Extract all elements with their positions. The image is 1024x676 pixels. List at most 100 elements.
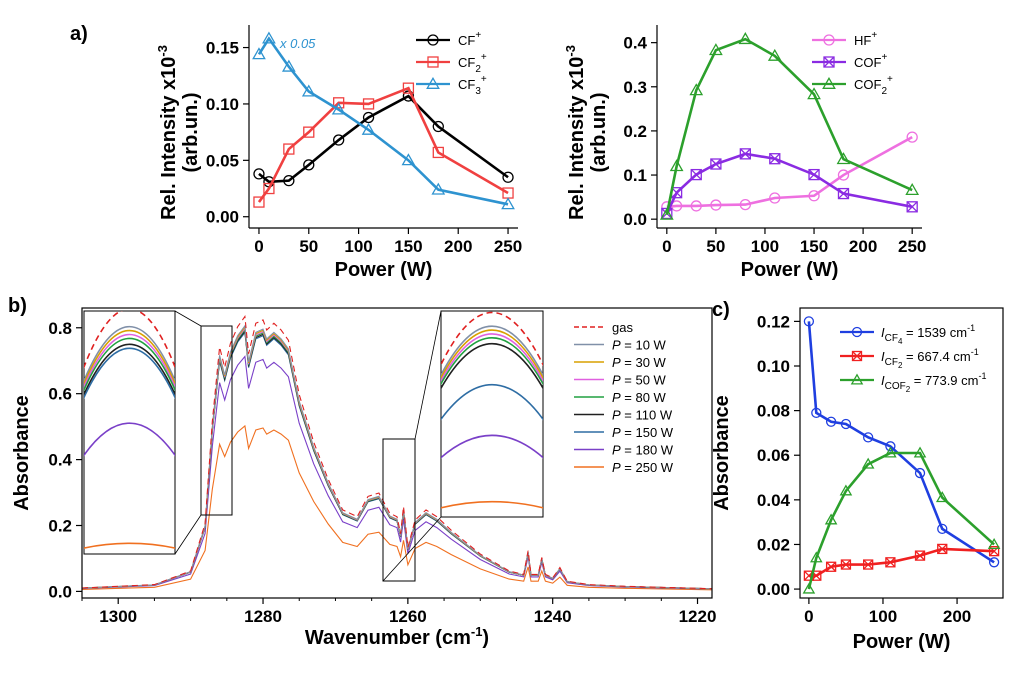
- data-point: [767, 48, 782, 61]
- data-point: [914, 550, 926, 561]
- data-point: [861, 457, 875, 469]
- legend-label: P = 150 W: [612, 425, 674, 440]
- data-point: [769, 192, 781, 204]
- inset-frame: [440, 310, 544, 518]
- legend-item: CF3+: [416, 74, 487, 97]
- data-point: [811, 407, 822, 418]
- inset-curve: [441, 434, 543, 459]
- inset-curve: [441, 342, 543, 391]
- data-point: [690, 168, 702, 181]
- data-point: [937, 523, 948, 534]
- x-tick-label: 1260: [389, 607, 427, 626]
- legend-item: ICF2 = 667.4 cm-1: [840, 347, 979, 370]
- y-tick-label: 0.2: [48, 517, 72, 536]
- legend-marker: [427, 34, 439, 46]
- y-tick-label: 0.15: [206, 39, 239, 58]
- legend-item: gas: [574, 320, 633, 335]
- chart-b: 1300 1280 1260 1240 1220 0.0 0.2 0.4 0.6 0.8 Waven…: [11, 307, 716, 649]
- x-axis-title: Power (W): [853, 631, 951, 653]
- data-point: [836, 152, 851, 165]
- data-point: [988, 557, 1000, 568]
- y-tick-label: 0.2: [623, 122, 647, 141]
- data-point: [689, 83, 704, 96]
- inset-curve: [84, 333, 175, 389]
- inset-right: [440, 310, 544, 518]
- y-tick-label: 0.06: [757, 446, 790, 465]
- legend-item: CF+: [416, 30, 481, 48]
- y-tick-label: 0.1: [623, 166, 647, 185]
- data-point: [432, 146, 444, 159]
- y-tick-label: 0.10: [206, 95, 239, 114]
- data-point: [253, 168, 265, 180]
- inset-curve: [441, 329, 543, 380]
- legend-marker: [426, 76, 440, 89]
- legend-item: P = 250 W: [574, 460, 674, 475]
- inset-curve: [84, 343, 175, 397]
- inset-curve: [84, 347, 175, 400]
- data-point: [837, 187, 850, 200]
- data-point: [935, 491, 949, 503]
- y-tick-label: 0.0: [48, 582, 72, 601]
- data-point: [303, 159, 315, 171]
- x-tick-label: 0: [254, 237, 263, 256]
- x-tick-label: 200: [943, 607, 971, 626]
- y-tick-label: 0.3: [623, 78, 647, 97]
- data-point: [803, 316, 815, 327]
- legend-label: P = 180 W: [612, 443, 674, 458]
- data-point: [807, 87, 821, 100]
- plot-frame-b: [81, 307, 713, 599]
- data-point: [362, 98, 375, 110]
- series-line: [258, 94, 509, 184]
- legend-item: CF2+: [416, 52, 487, 75]
- inset-curves: [441, 311, 543, 509]
- series-1: [803, 543, 1000, 581]
- inset-connector: [382, 516, 442, 582]
- data-point: [825, 416, 837, 427]
- data-point: [401, 153, 416, 166]
- y-tick-label: 0.00: [206, 208, 239, 227]
- legend-item: P = 80 W: [574, 390, 667, 405]
- legend-item: P = 50 W: [574, 373, 667, 388]
- series-line: [666, 135, 913, 209]
- x-tick-label: 1240: [534, 607, 572, 626]
- data-point: [884, 446, 897, 458]
- panel-label-a: a): [70, 23, 88, 45]
- legend-item: P = 30 W: [574, 355, 667, 370]
- legend-item: P = 10 W: [574, 338, 667, 353]
- inset-curve: [84, 311, 175, 370]
- data-point: [937, 543, 948, 555]
- data-point: [839, 484, 853, 496]
- y-tick-label: 0.04: [757, 491, 791, 510]
- data-point: [810, 551, 823, 563]
- inset-curve: [441, 325, 543, 377]
- legend-label: ICOF2 = 773.9 cm-1: [881, 371, 987, 394]
- panel-label-b: b): [8, 295, 27, 317]
- data-point: [263, 182, 275, 195]
- y-tick-label: 0.4: [623, 34, 647, 53]
- spectrum-line: [81, 314, 713, 590]
- legend-item: P = 110 W: [574, 408, 673, 423]
- data-point: [739, 148, 751, 160]
- legend-label: gas: [612, 320, 633, 335]
- data-point: [253, 196, 265, 208]
- data-point: [402, 82, 415, 94]
- series-2: [659, 32, 920, 220]
- data-point: [431, 182, 446, 195]
- chart-c: 0 100 200 0.00 0.02 0.04 0.06 0.08 0.10 0.12 Power…: [711, 307, 1004, 653]
- data-point: [863, 432, 874, 443]
- series-line: [807, 451, 995, 590]
- inset-curve: [441, 311, 543, 367]
- data-point: [808, 168, 820, 181]
- data-point: [769, 153, 781, 165]
- data-point: [885, 557, 896, 568]
- plot-frame-c: [799, 307, 1004, 599]
- x-tick-label: 0: [662, 237, 671, 256]
- legend-label: ICF2 = 667.4 cm-1: [881, 347, 979, 370]
- zoom-region-right: [382, 438, 416, 582]
- legend-marker: [822, 76, 836, 89]
- data-point: [432, 120, 444, 133]
- x-tick-label: 100: [751, 237, 779, 256]
- series-line: [807, 321, 995, 564]
- x-tick-label: 100: [869, 607, 897, 626]
